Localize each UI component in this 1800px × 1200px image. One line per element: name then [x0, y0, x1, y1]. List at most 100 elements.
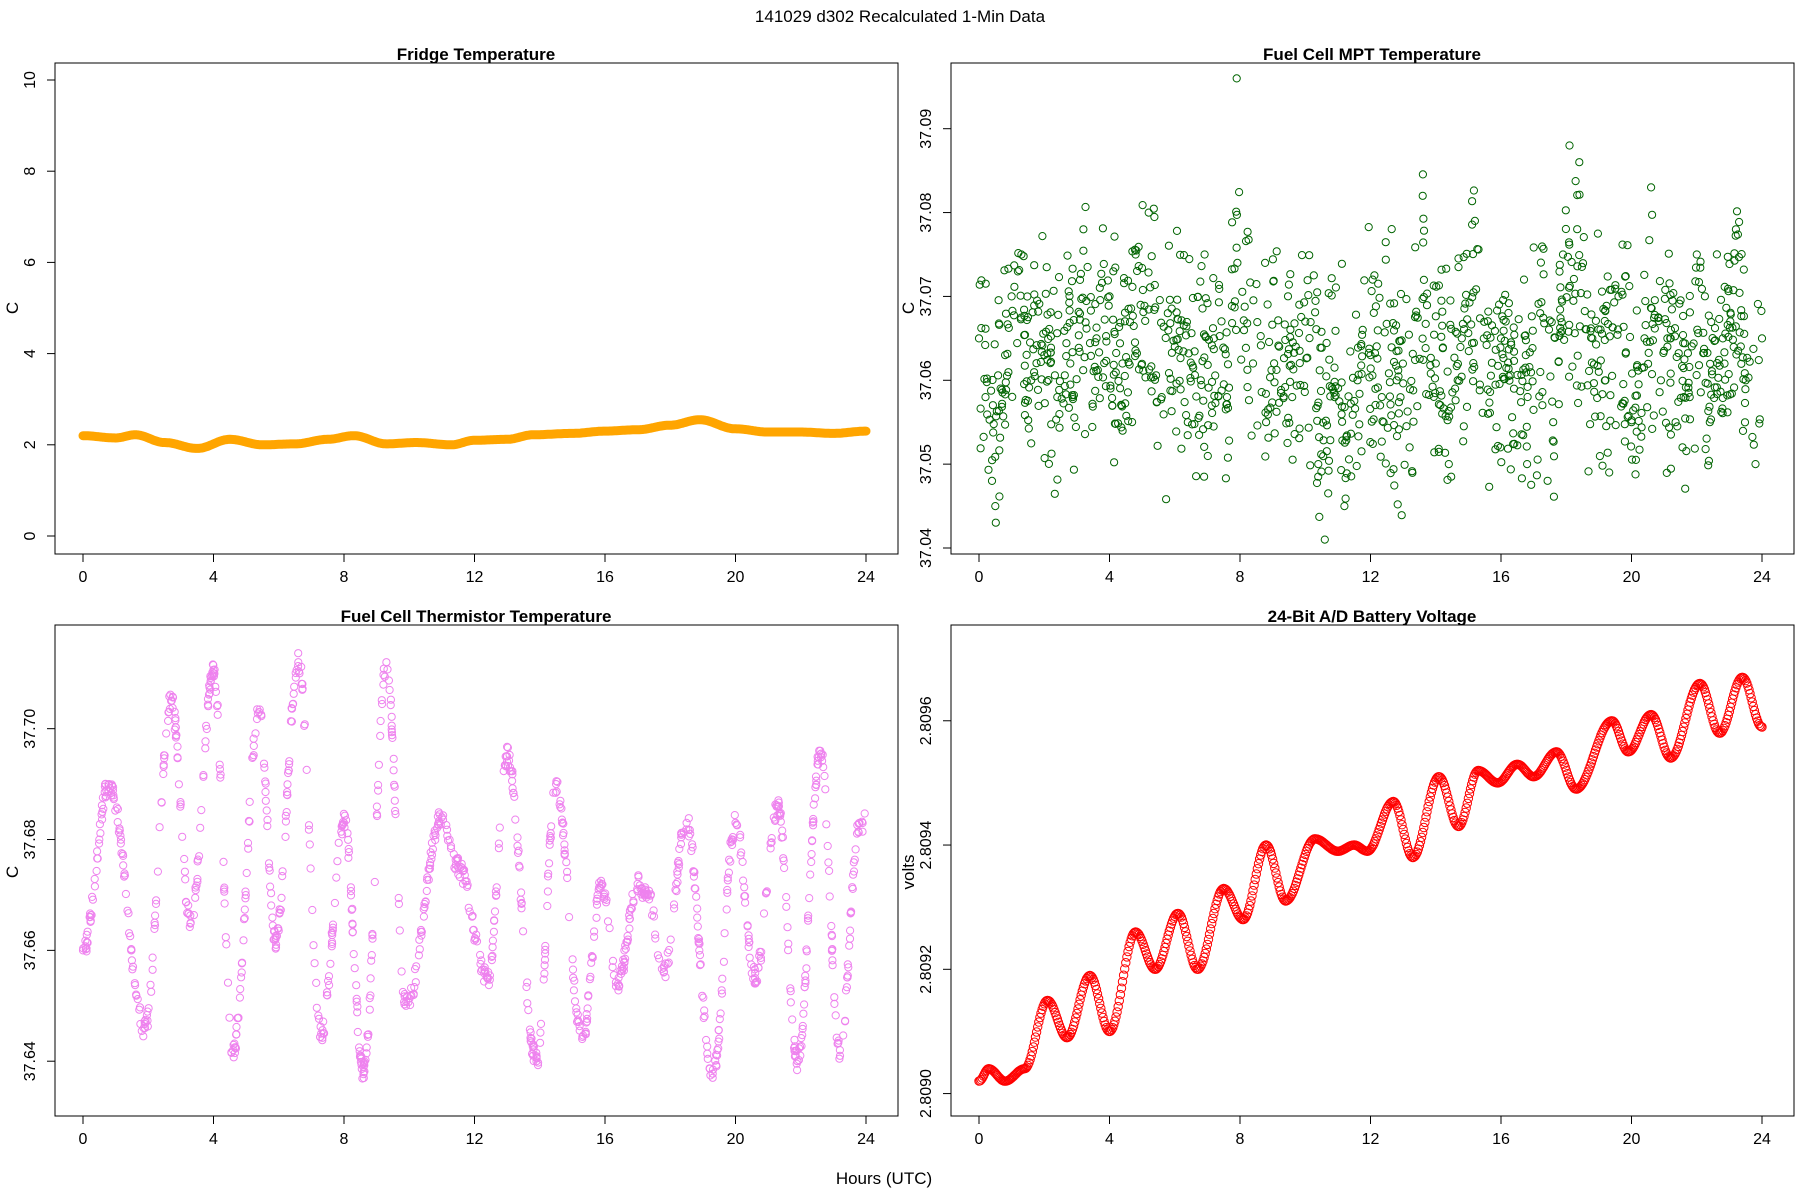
data-point — [1144, 208, 1153, 217]
data-point — [1020, 305, 1029, 314]
data-point — [1053, 329, 1062, 338]
data-point — [659, 968, 668, 977]
data-point — [736, 830, 745, 840]
data-point — [590, 927, 599, 936]
data-point — [206, 685, 215, 694]
data-point — [1060, 371, 1069, 380]
data-point — [689, 872, 699, 881]
x-tick-label: 8 — [340, 569, 349, 586]
data-point — [835, 1054, 844, 1063]
data-point — [281, 832, 290, 842]
data-point — [1186, 377, 1195, 386]
data-point — [1575, 190, 1584, 199]
data-point — [1106, 384, 1115, 393]
data-point — [1453, 359, 1463, 368]
data-point — [601, 889, 610, 898]
data-point — [845, 934, 855, 943]
data-point — [1290, 319, 1299, 328]
data-point — [1305, 334, 1314, 343]
data-point — [1047, 449, 1056, 458]
data-point — [992, 407, 1001, 416]
x-tick-label: 0 — [975, 569, 984, 586]
data-point — [1315, 433, 1324, 442]
data-point — [835, 1046, 845, 1055]
data-point — [1152, 371, 1161, 380]
data-point — [1696, 263, 1705, 272]
data-point — [1001, 420, 1010, 429]
data-point — [1164, 926, 1175, 936]
data-point — [1680, 718, 1690, 728]
data-point — [370, 877, 379, 887]
data-point — [319, 1017, 328, 1026]
data-point — [811, 794, 820, 803]
data-point — [1365, 344, 1374, 353]
data-point — [1648, 319, 1657, 329]
data-point — [1538, 401, 1547, 410]
data-point — [1504, 345, 1514, 354]
data-point — [1528, 344, 1537, 353]
data-point — [1223, 453, 1233, 462]
data-point — [1063, 251, 1072, 260]
data-point — [1408, 349, 1417, 358]
data-point — [1203, 299, 1212, 308]
data-point — [445, 835, 454, 844]
data-point — [1490, 326, 1500, 335]
data-point — [1227, 301, 1237, 311]
data-point — [1465, 784, 1476, 794]
data-point — [1060, 382, 1069, 391]
data-point — [1415, 837, 1426, 847]
data-point — [159, 762, 168, 771]
data-point — [1401, 838, 1412, 849]
y-tick-label: 37.04 — [918, 528, 935, 568]
data-point — [1121, 958, 1131, 968]
data-point — [1499, 773, 1510, 783]
data-point — [1707, 367, 1717, 376]
data-point — [1569, 274, 1579, 284]
data-point — [1429, 392, 1438, 401]
data-point — [1730, 249, 1739, 258]
data-point — [1556, 751, 1566, 761]
data-point — [703, 1049, 712, 1058]
data-point — [1261, 408, 1270, 417]
data-point — [1078, 293, 1087, 302]
data-point — [1086, 293, 1095, 302]
data-point — [1443, 792, 1453, 802]
data-point — [416, 925, 426, 935]
data-point — [1456, 342, 1465, 352]
data-point — [773, 802, 783, 811]
data-point — [344, 835, 353, 844]
data-point — [1408, 467, 1417, 476]
data-point — [1623, 241, 1632, 250]
data-point — [1366, 404, 1375, 413]
data-point — [1485, 482, 1494, 491]
data-point — [1232, 210, 1242, 219]
data-point — [1197, 380, 1206, 390]
data-point — [1342, 469, 1351, 478]
data-point — [1468, 197, 1477, 206]
data-point — [1637, 432, 1646, 441]
data-point — [608, 963, 617, 972]
data-point — [1030, 368, 1039, 377]
data-point — [139, 1032, 148, 1041]
data-point — [1462, 798, 1473, 808]
data-point — [1461, 299, 1470, 308]
data-point — [761, 889, 771, 898]
data-point — [807, 850, 816, 859]
data-point — [1666, 430, 1676, 439]
data-point — [1118, 402, 1127, 411]
data-point — [199, 772, 208, 781]
data-point — [1230, 264, 1239, 273]
data-point — [649, 906, 658, 915]
data-point — [1045, 996, 1055, 1007]
data-point — [1095, 348, 1104, 357]
data-point — [1314, 460, 1323, 469]
data-point — [171, 716, 180, 725]
data-point — [1013, 339, 1022, 348]
data-point — [388, 733, 397, 743]
data-point — [784, 946, 793, 955]
data-point — [1304, 291, 1313, 300]
data-point — [573, 1016, 583, 1025]
data-point — [204, 690, 214, 699]
data-point — [116, 835, 126, 844]
data-point — [1648, 336, 1658, 345]
